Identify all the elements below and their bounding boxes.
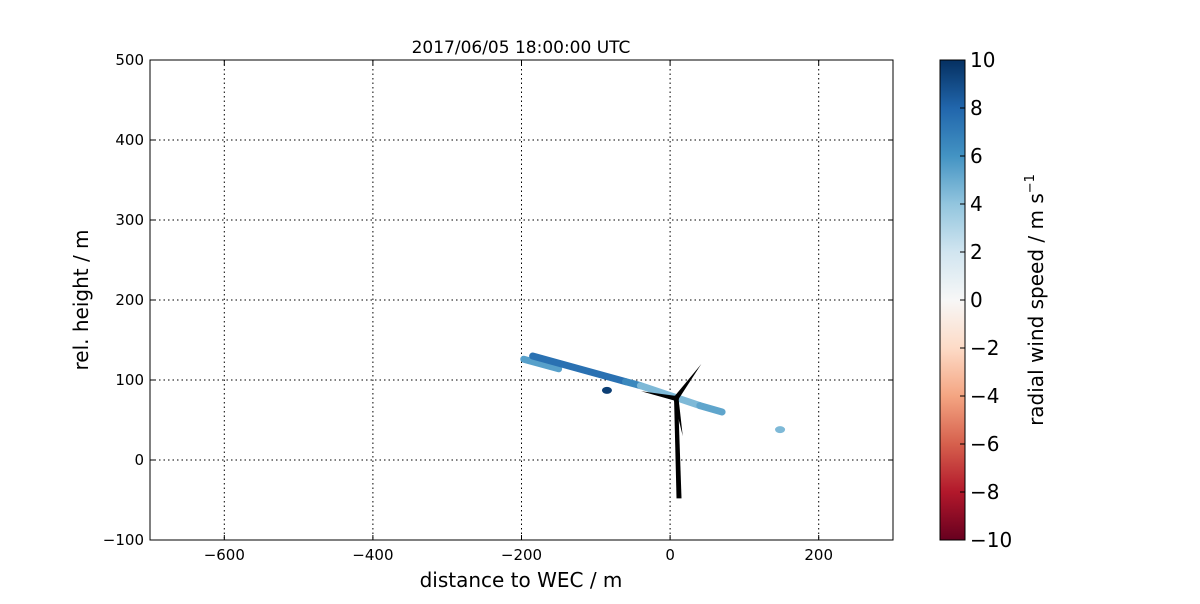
colorbar-label: radial wind speed / m s−1: [1023, 174, 1048, 426]
colorbar-tick-label: −4: [970, 384, 999, 408]
x-tick-label: −200: [501, 546, 542, 564]
y-tick-label: 0: [134, 451, 144, 469]
chart-title: 2017/06/05 18:00:00 UTC: [412, 38, 631, 58]
axis-ticks: −600 −400 −200 0 200 −100 0 100 200 300 400 500: [103, 51, 893, 564]
colorbar-ticks: −10 −8 −6 −4 −2 0 2 4 6 8 10: [960, 48, 1012, 552]
scan-segment: [529, 352, 630, 386]
grid: [150, 60, 893, 540]
colorbar-tick-label: 0: [970, 288, 983, 312]
x-tick-label: −400: [352, 546, 393, 564]
turbine-tower: [674, 398, 682, 499]
turbine-hub: [673, 395, 680, 402]
y-tick-label: 200: [115, 291, 144, 309]
turbine-blade: [673, 397, 683, 436]
colorbar-tick-label: 10: [970, 48, 995, 72]
y-tick-label: 300: [115, 211, 144, 229]
y-tick-label: 400: [115, 131, 144, 149]
y-axis-label: rel. height / m: [69, 229, 93, 370]
data-point: [601, 386, 612, 394]
y-tick-label: 500: [115, 51, 144, 69]
colorbar-tick-label: −8: [970, 480, 999, 504]
x-tick-label: −600: [204, 546, 245, 564]
plot-marks: [520, 352, 786, 499]
colorbar-tick-label: −2: [970, 336, 999, 360]
x-tick-label: 200: [804, 546, 833, 564]
colorbar-tick-label: −6: [970, 432, 999, 456]
colorbar-tick-label: 2: [970, 240, 983, 264]
data-point: [775, 426, 786, 434]
colorbar-tick-label: 4: [970, 192, 983, 216]
turbine-blade: [674, 364, 702, 400]
x-axis-label: distance to WEC / m: [420, 568, 623, 592]
colorbar-tick-label: −10: [970, 528, 1012, 552]
scan-segment: [520, 355, 563, 373]
colorbar-tick-label: 8: [970, 96, 983, 120]
y-tick-label: −100: [103, 531, 144, 549]
turbine-blade: [641, 391, 677, 401]
scan-segment: [696, 402, 726, 416]
y-tick-label: 100: [115, 371, 144, 389]
x-tick-label: 0: [665, 546, 675, 564]
colorbar-tick-label: 6: [970, 144, 983, 168]
